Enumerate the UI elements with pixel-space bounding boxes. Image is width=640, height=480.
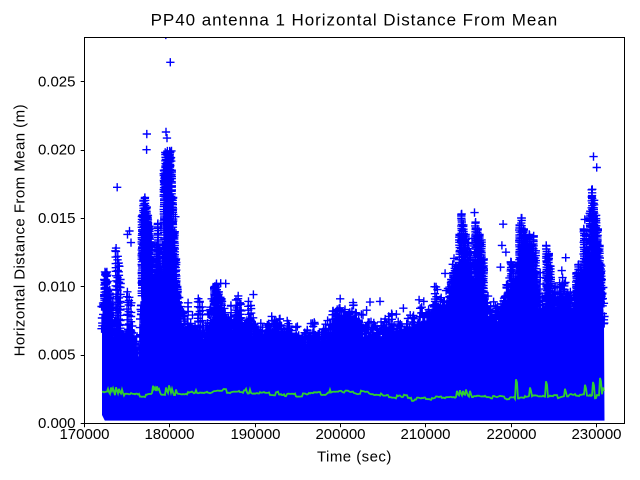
svg-text:0.005: 0.005 (38, 347, 76, 364)
svg-text:0.000: 0.000 (38, 415, 76, 432)
svg-text:0.020: 0.020 (38, 142, 76, 159)
svg-text:Time (sec): Time (sec) (317, 449, 392, 466)
svg-text:0.015: 0.015 (38, 210, 76, 227)
svg-text:180000: 180000 (144, 426, 194, 443)
svg-text:Horizontal Distance From Mean: Horizontal Distance From Mean (m) (12, 104, 29, 356)
svg-text:0.010: 0.010 (38, 278, 76, 295)
svg-text:210000: 210000 (400, 426, 450, 443)
svg-text:200000: 200000 (315, 426, 365, 443)
svg-text:170000: 170000 (59, 426, 109, 443)
svg-text:220000: 220000 (486, 426, 536, 443)
svg-text:0.025: 0.025 (38, 73, 76, 90)
svg-text:230000: 230000 (571, 426, 621, 443)
svg-text:PP40 antenna 1 Horizontal Dist: PP40 antenna 1 Horizontal Distance From … (151, 11, 559, 30)
svg-text:190000: 190000 (230, 426, 280, 443)
